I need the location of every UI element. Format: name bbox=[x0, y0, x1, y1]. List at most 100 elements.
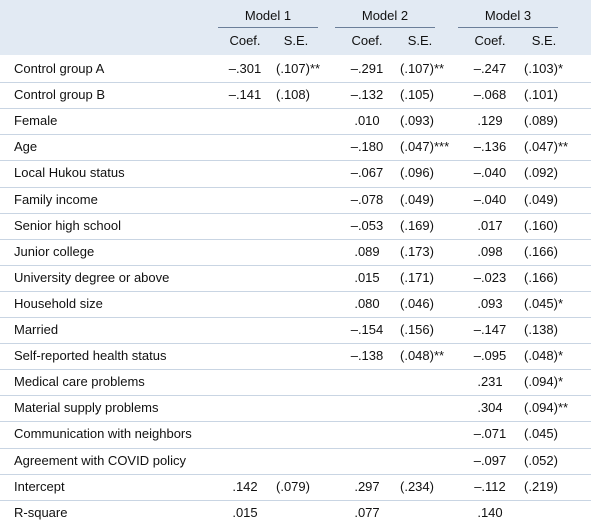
model-rule bbox=[458, 27, 558, 28]
row-separator bbox=[0, 447, 591, 449]
column-header: S.E. bbox=[407, 33, 433, 48]
row-label: Control group A bbox=[14, 61, 105, 76]
coef-cell: –.147 bbox=[473, 322, 507, 337]
row-separator bbox=[0, 343, 591, 345]
row-label: Female bbox=[14, 113, 58, 129]
coef-cell: .142 bbox=[232, 478, 258, 494]
row-label: Agreement with COVID policy bbox=[14, 452, 186, 468]
column-header: Coef. bbox=[351, 33, 383, 48]
coef-cell: –.068 bbox=[473, 87, 507, 103]
row-separator bbox=[0, 108, 591, 110]
row-label: University degree or above bbox=[14, 269, 170, 285]
row-label: Intercept bbox=[14, 478, 65, 494]
row-separator bbox=[0, 369, 591, 371]
coef-cell: .093 bbox=[477, 295, 503, 311]
coef-cell: .297 bbox=[354, 478, 380, 494]
se-cell: (.107)** bbox=[276, 61, 321, 76]
coef-cell: .010 bbox=[354, 113, 380, 129]
coef-cell: –.136 bbox=[473, 139, 507, 155]
row-label: Married bbox=[14, 322, 59, 337]
se-cell: (.048)* bbox=[524, 348, 564, 364]
model-rule bbox=[218, 27, 318, 28]
se-cell: (.092) bbox=[524, 165, 558, 181]
se-cell: (.052) bbox=[524, 452, 558, 468]
row-label: Household size bbox=[14, 295, 103, 311]
se-cell: (.219) bbox=[524, 478, 558, 494]
row-separator bbox=[0, 473, 591, 475]
row-separator bbox=[0, 160, 591, 162]
coef-cell: .089 bbox=[354, 243, 380, 259]
coef-cell: .140 bbox=[477, 504, 503, 520]
coef-cell: .015 bbox=[232, 504, 258, 520]
row-label: Family income bbox=[14, 191, 98, 207]
coef-cell: –.078 bbox=[350, 191, 384, 207]
row-separator bbox=[0, 134, 591, 136]
row-label: Communication with neighbors bbox=[14, 426, 192, 442]
row-label: Senior high school bbox=[14, 217, 121, 233]
row-separator bbox=[0, 290, 591, 292]
coef-cell: .080 bbox=[354, 295, 380, 311]
row-separator bbox=[0, 421, 591, 423]
model-header: Model 3 bbox=[484, 8, 532, 23]
coef-cell: –.040 bbox=[473, 165, 507, 181]
row-label: Material supply problems bbox=[14, 400, 159, 416]
se-cell: (.049) bbox=[400, 191, 434, 207]
coef-cell: –.097 bbox=[473, 452, 507, 468]
model-header: Model 1 bbox=[244, 8, 292, 23]
column-header: Coef. bbox=[229, 33, 261, 48]
se-cell: (.048)** bbox=[400, 348, 445, 364]
coef-cell: –.067 bbox=[350, 165, 384, 181]
row-label: Control group B bbox=[14, 87, 106, 103]
se-cell: (.094)** bbox=[524, 400, 569, 416]
coef-cell: –.132 bbox=[350, 87, 384, 103]
se-cell: (.105) bbox=[400, 87, 434, 103]
row-label: Self-reported health status bbox=[14, 348, 167, 364]
row-separator bbox=[0, 395, 591, 397]
column-header: S.E. bbox=[531, 33, 557, 48]
row-separator bbox=[0, 238, 591, 240]
se-cell: (.096) bbox=[400, 165, 434, 181]
se-cell: (.173) bbox=[400, 243, 434, 259]
coef-cell: .231 bbox=[477, 374, 503, 390]
coef-cell: .015 bbox=[354, 269, 380, 285]
coef-cell: –.180 bbox=[350, 139, 384, 155]
se-cell: (.094)* bbox=[524, 374, 564, 390]
coef-cell: .129 bbox=[477, 113, 503, 129]
row-label: Age bbox=[14, 139, 38, 155]
se-cell: (.089) bbox=[524, 113, 558, 129]
se-cell: (.079) bbox=[276, 478, 310, 494]
coef-cell: –.095 bbox=[473, 348, 507, 364]
se-cell: (.166) bbox=[524, 269, 558, 285]
se-cell: (.046) bbox=[400, 295, 434, 311]
coef-cell: .304 bbox=[477, 400, 503, 416]
se-cell: (.103)* bbox=[524, 61, 564, 76]
column-header: Coef. bbox=[474, 33, 506, 48]
row-label: R-square bbox=[14, 504, 68, 520]
se-cell: (.107)** bbox=[400, 61, 445, 76]
se-cell: (.045) bbox=[524, 426, 558, 442]
coef-cell: –.154 bbox=[350, 322, 384, 337]
se-cell: (.234) bbox=[400, 478, 434, 494]
model-rule bbox=[335, 27, 435, 28]
row-separator bbox=[0, 317, 591, 318]
coef-cell: –.071 bbox=[473, 426, 507, 442]
se-cell: (.171) bbox=[400, 269, 434, 285]
model-header: Model 2 bbox=[361, 8, 409, 23]
coef-cell: –.053 bbox=[350, 217, 384, 233]
row-label: Junior college bbox=[14, 243, 95, 259]
se-cell: (.166) bbox=[524, 243, 558, 259]
coef-cell: .017 bbox=[477, 217, 503, 233]
se-cell: (.045)* bbox=[524, 295, 564, 311]
row-separator bbox=[0, 186, 591, 188]
se-cell: (.169) bbox=[400, 217, 434, 233]
coef-cell: –.138 bbox=[350, 348, 384, 364]
coef-cell: –.301 bbox=[228, 61, 262, 76]
row-separator bbox=[0, 212, 591, 214]
coef-cell: –.112 bbox=[474, 478, 506, 494]
row-separator bbox=[0, 264, 591, 266]
coef-cell: .077 bbox=[354, 504, 380, 520]
coef-cell: –.291 bbox=[350, 61, 384, 76]
se-cell: (.047)** bbox=[524, 139, 569, 155]
coef-cell: –.023 bbox=[473, 269, 507, 285]
